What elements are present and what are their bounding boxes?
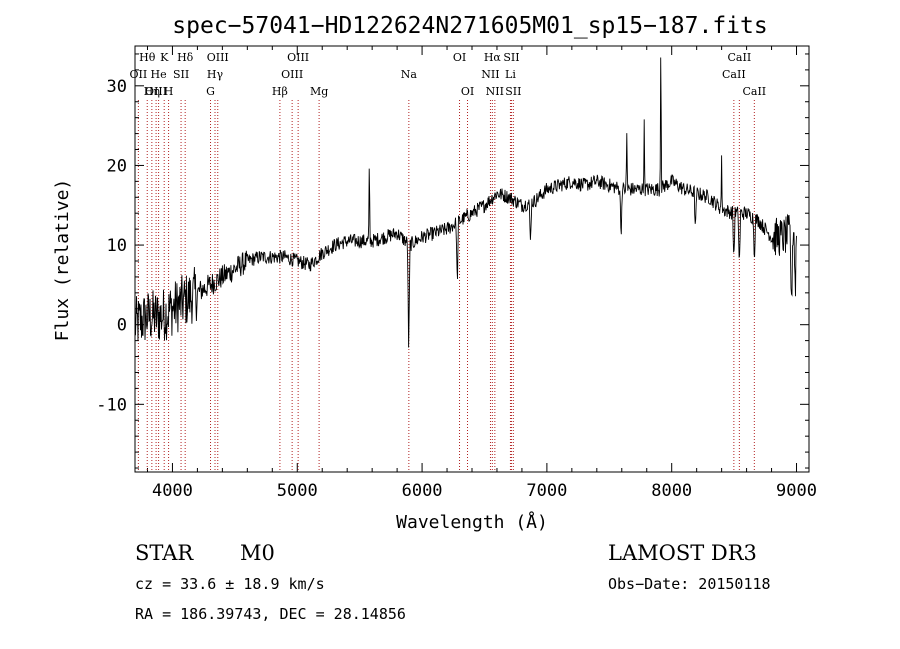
y-tick-label: 0 (117, 316, 127, 336)
spectral-line-label: H (164, 85, 174, 98)
spectrum-line (134, 57, 797, 348)
spectral-line-label: NII (481, 68, 499, 81)
x-tick-label: 7000 (526, 481, 567, 501)
spectral-line-label: Hθ (139, 51, 156, 64)
spectral-line-label: Hδ (177, 51, 194, 64)
spectral-line-label: K (160, 51, 169, 64)
x-tick-label: 4000 (152, 481, 193, 501)
spectral-line-label: Na (401, 68, 418, 81)
spectral-line-label: G (206, 85, 215, 98)
spectral-line-label: SII (503, 51, 519, 64)
spectral-line-label: Hη (144, 85, 160, 98)
plot-area: 4000 5000 6000 7000 8000 9000 -10 0 10 20 30 Hθ OII O… (96, 46, 817, 501)
object-class: STAR (135, 541, 194, 565)
x-tick-label: 6000 (402, 481, 443, 501)
spectral-line-label: SII (173, 68, 189, 81)
spectral-line-label: OIII (145, 85, 167, 98)
plot-frame (134, 45, 810, 473)
spectral-line-label: OI (461, 85, 474, 98)
x-tick-label: 9000 (776, 481, 817, 501)
spectral-line-label: CaII (742, 85, 766, 98)
x-axis-label: Wavelength (Å) (396, 511, 548, 533)
y-tick-label: 30 (107, 77, 127, 97)
object-subclass: M0 (240, 541, 275, 565)
spectral-line-label: Mg (310, 85, 328, 98)
spectral-line-label: CaII (722, 68, 746, 81)
y-axis-label: Flux (relative) (52, 179, 73, 342)
y-tick-label: 20 (107, 156, 127, 176)
coordinates: RA = 186.39743, DEC = 28.14856 (135, 605, 406, 623)
spectral-line-label: OI (453, 51, 466, 64)
y-tick-label: 10 (107, 236, 127, 256)
spectral-line-label: He (151, 68, 167, 81)
spectral-line-label: NII (486, 85, 504, 98)
spectral-line-label: OIII (287, 51, 309, 64)
chart-title: spec−57041−HD122624N271605M01_sp15−187.f… (172, 13, 767, 39)
x-tick-label: 8000 (651, 481, 692, 501)
x-tick-label: 5000 (277, 481, 318, 501)
spectral-line-label: OII (130, 68, 148, 81)
spectral-line-label: SII (505, 85, 521, 98)
spectral-line-label: Hγ (207, 68, 224, 81)
spectral-line-label: OIII (281, 68, 303, 81)
redshift-readout: cz = 33.6 ± 18.9 km/s (135, 575, 325, 593)
y-tick-label: -10 (96, 395, 127, 415)
survey-name: LAMOST DR3 (608, 541, 757, 565)
obs-date: Obs−Date: 20150118 (608, 575, 771, 593)
spectral-line-label: OIII (207, 51, 229, 64)
spectral-line-label: Li (505, 68, 516, 81)
spectral-line-label: CaII (728, 51, 752, 64)
spectral-line-label: Hβ (272, 85, 288, 98)
spectral-line-label: Hα (484, 51, 502, 64)
